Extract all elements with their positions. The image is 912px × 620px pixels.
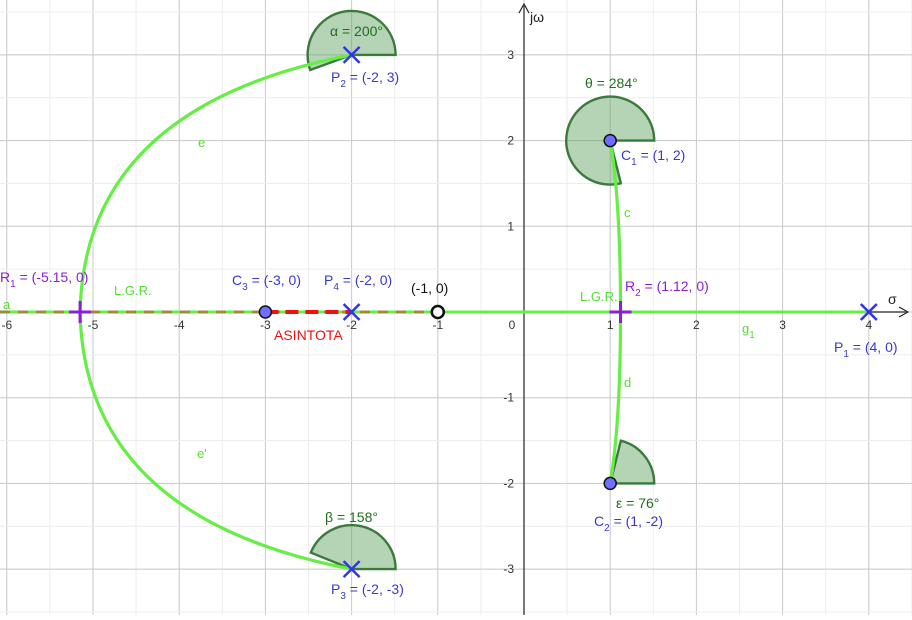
label-c1: C1 = (1, 2) [621,147,685,168]
angle-alpha-sector [306,9,397,72]
x-tick-label: -5 [88,318,99,332]
markers [69,46,878,578]
x-tick-label: 1 [607,318,614,332]
marker-minus-one [430,304,446,320]
angle-sectors [306,9,656,571]
curve-label-e-prime: e' [197,446,207,461]
asintota-label: ASINTOTA [274,327,343,343]
x-tick-label: 2 [693,318,700,332]
angle-theta-sector [565,95,656,186]
y-tick-label: -1 [503,391,514,405]
x-tick-labels: -6 -5 -4 -3 -2 -1 0 1 2 3 4 [1,318,872,332]
curve-label-g1: g1 [742,321,755,341]
locus-curve-e-prime [78,310,354,571]
lgr-right-label: L.G.R. [580,289,618,304]
angle-alpha-label: α = 200° [330,23,383,39]
angle-epsilon-sector [608,439,656,485]
label-minus-one: (-1, 0) [411,280,448,296]
locus-curve-c [608,139,623,314]
label-p1: P1 = (4, 0) [834,339,898,360]
y-tick-label: -2 [503,476,514,490]
curve-labels: e e' c d g1 a L.G.R. L.G.R. ASINTOTA [3,135,755,461]
x-tick-label: 4 [865,318,872,332]
zero-marker-c1 [603,133,617,148]
curve-label-e: e [198,135,205,150]
y-tick-label: 3 [507,48,514,62]
label-r2: R2 = (1.12, 0) [625,278,709,299]
angle-theta-label: θ = 284° [585,75,638,91]
breakpoint-marker-r1 [69,301,92,323]
pole-marker-p2 [342,46,361,64]
lgr-left-label: L.G.R. [114,283,152,298]
y-axis-arrow [518,2,530,14]
point-labels: α = 200° θ = 284° β = 158° ε = 76° P2 = … [0,23,898,602]
x-tick-label: -4 [174,318,185,332]
label-p3: P3 = (-2, -3) [331,581,404,602]
label-c3: C3 = (-3, 0) [232,272,301,293]
angle-epsilon-label: ε = 76° [616,495,659,511]
label-p4: P4 = (-2, 0) [324,272,392,293]
x-axis-label: σ [888,291,897,307]
label-p2: P2 = (-2, 3) [331,69,399,90]
x-tick-label: -6 [1,318,12,332]
label-c2: C2 = (1, -2) [594,513,663,534]
breakpoint-marker-r2 [609,301,632,323]
locus-curve-d [608,310,623,485]
y-axis-label: jω [529,9,544,25]
y-tick-label: 1 [507,219,514,233]
zero-marker-c3 [258,305,273,319]
angle-beta-label: β = 158° [325,509,378,525]
x-axis-arrow [898,306,910,318]
label-r1: R1 = (-5.15, 0) [0,269,88,290]
pole-marker-p4 [342,303,361,321]
curve-label-a: a [3,297,11,312]
x-tick-label: 0 [509,318,516,332]
x-tick-label: -2 [346,318,357,332]
locus-curve-e [78,53,354,314]
y-tick-labels: 3 2 1 -1 -2 -3 [503,48,514,576]
pole-marker-p3 [342,560,361,578]
x-tick-label: 3 [779,318,786,332]
curve-label-d: d [624,375,631,390]
zero-marker-c2 [603,476,617,491]
complex-branches [78,53,623,571]
x-tick-label: -1 [432,318,443,332]
angle-beta-sector [309,523,397,571]
pole-marker-p1 [859,303,878,321]
y-tick-label: -3 [503,562,514,576]
x-tick-label: -3 [260,318,271,332]
curve-label-c: c [624,205,631,220]
y-tick-label: 2 [507,134,514,148]
